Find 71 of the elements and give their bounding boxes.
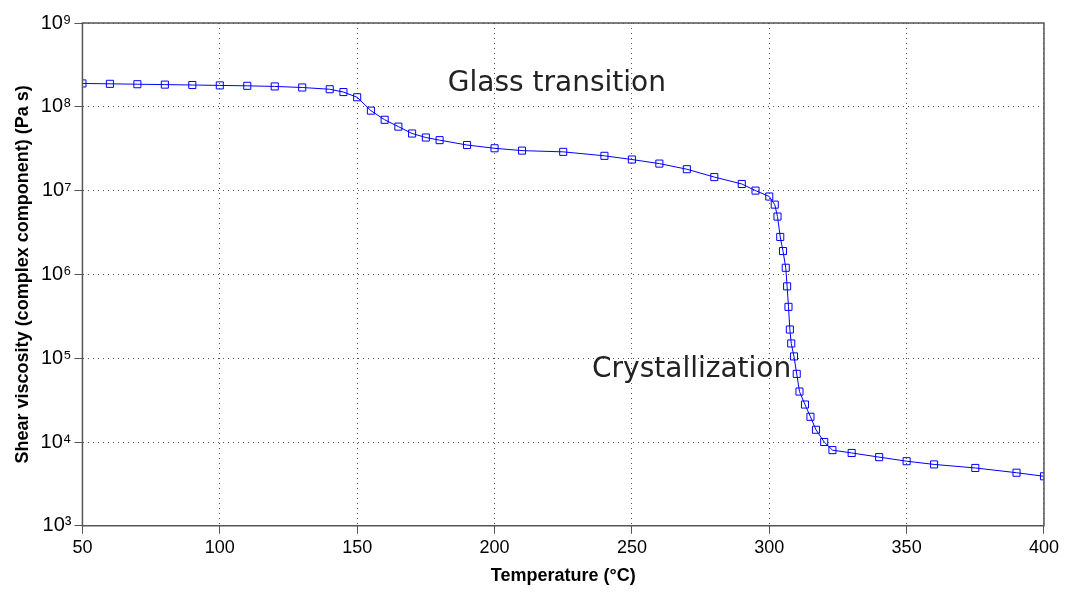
point — [971, 463, 980, 472]
point — [751, 186, 760, 195]
point — [828, 446, 837, 455]
point — [806, 412, 815, 421]
annotation: Glass transition — [447, 64, 666, 98]
point — [559, 147, 568, 156]
point — [784, 302, 793, 311]
point — [737, 179, 746, 188]
point — [421, 133, 430, 142]
point — [325, 85, 334, 94]
point — [1012, 468, 1021, 477]
y-tick-label: 10⁹ — [40, 10, 72, 33]
annotation: Crystallization — [592, 351, 792, 385]
point — [902, 457, 911, 466]
point — [655, 159, 664, 168]
y-tick-label: 10³ — [42, 513, 72, 536]
x-tick-label: 350 — [891, 536, 922, 557]
x-tick-label: 200 — [479, 536, 510, 557]
point — [490, 144, 499, 153]
point — [820, 437, 829, 447]
x-tick-label: 400 — [1028, 536, 1060, 557]
point — [600, 151, 609, 160]
x-tick-label: 50 — [72, 536, 93, 557]
point — [770, 200, 779, 209]
point — [627, 155, 636, 164]
point — [394, 122, 403, 131]
point — [792, 369, 801, 378]
point — [298, 83, 307, 92]
x-tick-label: 100 — [204, 536, 235, 557]
x-tick-label: 250 — [616, 536, 647, 557]
point — [789, 352, 799, 361]
y-tick-label: 10⁵ — [40, 345, 72, 368]
point — [188, 80, 197, 90]
point — [243, 81, 252, 90]
point — [710, 173, 719, 182]
point — [270, 82, 279, 91]
point — [781, 263, 790, 272]
point — [339, 88, 348, 97]
point — [105, 79, 114, 88]
x-axis-title: Temperature (°C) — [490, 565, 636, 586]
point — [776, 232, 785, 241]
point — [160, 80, 169, 89]
point — [773, 212, 782, 221]
y-tick-label: 10⁶ — [40, 261, 72, 284]
point — [353, 93, 362, 102]
point — [682, 165, 691, 174]
point — [778, 247, 788, 256]
point — [847, 448, 856, 457]
point — [811, 425, 820, 434]
point — [215, 81, 224, 90]
point — [783, 282, 792, 291]
point — [765, 192, 774, 201]
point — [380, 115, 389, 124]
point — [463, 140, 472, 150]
point — [785, 325, 794, 334]
point — [435, 136, 444, 145]
x-tick-label: 300 — [754, 536, 785, 557]
point — [875, 453, 884, 462]
point — [800, 400, 810, 409]
point — [133, 80, 142, 89]
y-tick-label: 10⁷ — [41, 178, 72, 201]
point — [930, 460, 939, 469]
y-tick-label: 10⁸ — [40, 94, 72, 117]
y-axis-title: Shear viscosity (complex component) (Pa s) — [11, 85, 32, 464]
point — [517, 146, 527, 155]
point — [795, 387, 804, 396]
x-tick-label: 150 — [342, 536, 373, 557]
y-tick-label: 10⁴ — [40, 429, 72, 452]
point — [408, 129, 417, 138]
point — [366, 106, 375, 115]
point — [787, 339, 796, 348]
